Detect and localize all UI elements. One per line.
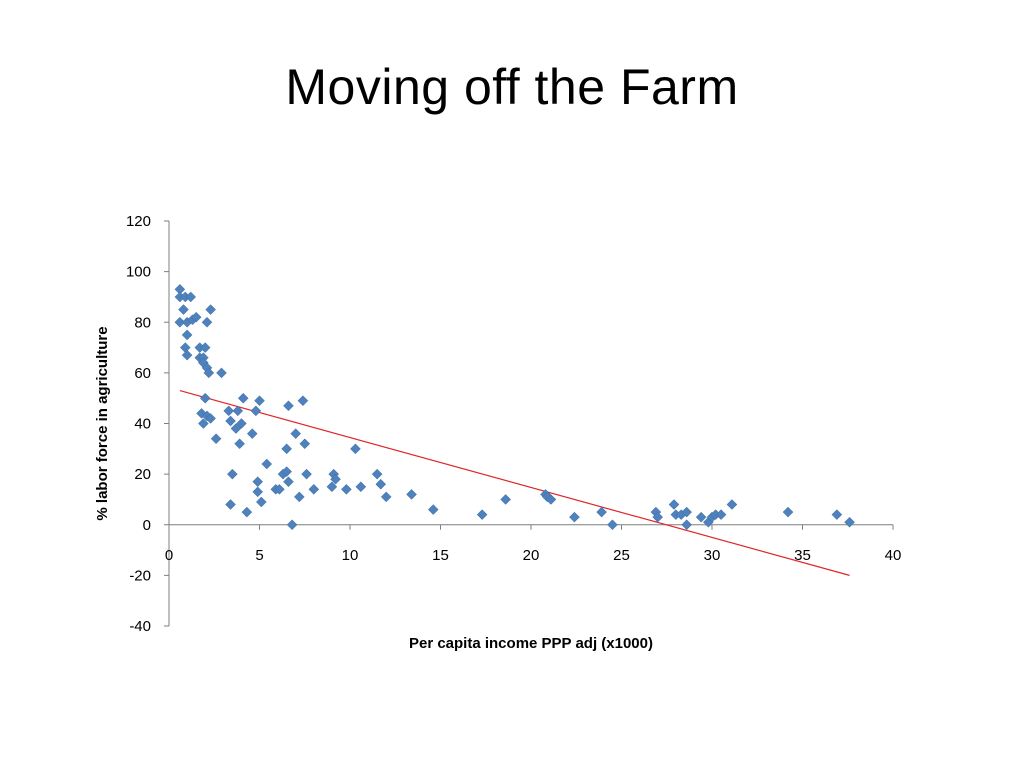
data-point bbox=[252, 486, 264, 498]
data-point bbox=[715, 509, 727, 520]
data-point bbox=[375, 478, 387, 490]
x-tick-label: 15 bbox=[432, 547, 449, 564]
data-point bbox=[185, 291, 197, 303]
y-tick-label: 100 bbox=[126, 264, 151, 281]
data-point bbox=[326, 481, 338, 493]
data-point bbox=[681, 506, 693, 518]
data-point bbox=[427, 504, 439, 515]
data-point bbox=[681, 519, 693, 531]
trendline-layer bbox=[179, 390, 850, 576]
data-point bbox=[668, 499, 680, 510]
data-point bbox=[198, 418, 209, 429]
data-point bbox=[225, 499, 236, 510]
y-axis-title: % labor force in agriculture bbox=[94, 326, 111, 520]
data-point bbox=[181, 329, 193, 341]
data-point bbox=[371, 468, 383, 480]
data-point bbox=[406, 489, 417, 500]
data-point bbox=[500, 494, 512, 505]
data-point bbox=[380, 491, 392, 503]
data-point bbox=[223, 405, 235, 417]
x-tick-label: 40 bbox=[885, 547, 902, 564]
data-point bbox=[569, 511, 580, 523]
data-point bbox=[831, 509, 843, 520]
data-point bbox=[596, 506, 607, 518]
data-point bbox=[255, 496, 267, 508]
data-point bbox=[261, 458, 273, 470]
data-point bbox=[297, 395, 309, 407]
data-point bbox=[308, 483, 320, 495]
x-tick-label: 10 bbox=[342, 547, 359, 564]
data-point bbox=[225, 415, 236, 427]
data-point bbox=[241, 506, 253, 518]
data-point bbox=[695, 511, 707, 523]
x-tick-label: 25 bbox=[613, 547, 630, 564]
trendline bbox=[179, 390, 850, 576]
data-point bbox=[286, 519, 298, 531]
data-point bbox=[216, 367, 227, 379]
data-point bbox=[330, 473, 341, 485]
data-point bbox=[181, 349, 193, 361]
data-point bbox=[234, 438, 245, 450]
data-point bbox=[199, 392, 211, 404]
y-tick-label: 0 bbox=[143, 517, 151, 534]
data-point bbox=[179, 342, 191, 353]
data-point bbox=[237, 392, 249, 404]
data-point bbox=[293, 491, 305, 503]
data-point bbox=[299, 438, 311, 450]
data-point bbox=[252, 476, 264, 488]
data-point bbox=[350, 443, 361, 455]
x-tick-label: 20 bbox=[523, 547, 540, 564]
y-tick-label: 80 bbox=[134, 314, 151, 331]
data-point bbox=[203, 367, 215, 379]
x-tick-label: 0 bbox=[165, 547, 173, 564]
data-point bbox=[230, 423, 242, 434]
y-tick-label: 20 bbox=[134, 466, 151, 483]
x-axis-title: Per capita income PPP adj (x1000) bbox=[409, 635, 653, 652]
data-point bbox=[301, 468, 312, 480]
y-tick-label: 40 bbox=[134, 416, 151, 433]
data-point bbox=[199, 342, 211, 353]
data-point bbox=[283, 476, 294, 488]
data-point bbox=[236, 418, 247, 429]
data-point bbox=[782, 506, 794, 518]
data-point bbox=[290, 428, 302, 439]
x-tick-label: 35 bbox=[794, 547, 811, 564]
data-point bbox=[607, 519, 618, 531]
y-tick-label: -20 bbox=[129, 567, 151, 584]
data-point bbox=[283, 400, 294, 412]
data-point bbox=[205, 413, 216, 424]
data-point bbox=[652, 511, 664, 523]
data-point bbox=[174, 316, 186, 328]
data-point bbox=[355, 481, 367, 493]
data-point bbox=[178, 304, 189, 315]
data-point bbox=[274, 483, 285, 495]
data-point bbox=[210, 433, 222, 445]
data-point bbox=[341, 483, 352, 495]
y-tick-label: -40 bbox=[129, 618, 151, 635]
x-tick-label: 30 bbox=[704, 547, 721, 564]
data-point bbox=[281, 443, 293, 455]
data-point bbox=[205, 304, 216, 315]
data-point bbox=[545, 494, 557, 505]
data-point bbox=[226, 468, 238, 480]
data-point bbox=[844, 516, 855, 528]
data-point bbox=[246, 428, 258, 439]
data-point bbox=[726, 499, 738, 510]
x-tick-label: 5 bbox=[255, 547, 263, 564]
data-point bbox=[476, 509, 488, 520]
data-point bbox=[190, 311, 202, 323]
chart-labels: -40 -20 0 20 40 60 80 100 120 0 5 10 15 20 25 30 35 40 Per… bbox=[94, 213, 901, 652]
data-points-layer bbox=[174, 283, 855, 531]
data-point bbox=[281, 466, 293, 477]
y-tick-label: 60 bbox=[134, 365, 151, 382]
y-tick-label: 120 bbox=[126, 213, 151, 230]
data-point bbox=[232, 405, 244, 417]
data-point bbox=[254, 395, 265, 407]
data-point bbox=[250, 405, 262, 417]
slide-title: Moving off the Farm bbox=[285, 59, 739, 115]
chart-axes bbox=[164, 220, 894, 627]
data-point bbox=[201, 316, 213, 328]
